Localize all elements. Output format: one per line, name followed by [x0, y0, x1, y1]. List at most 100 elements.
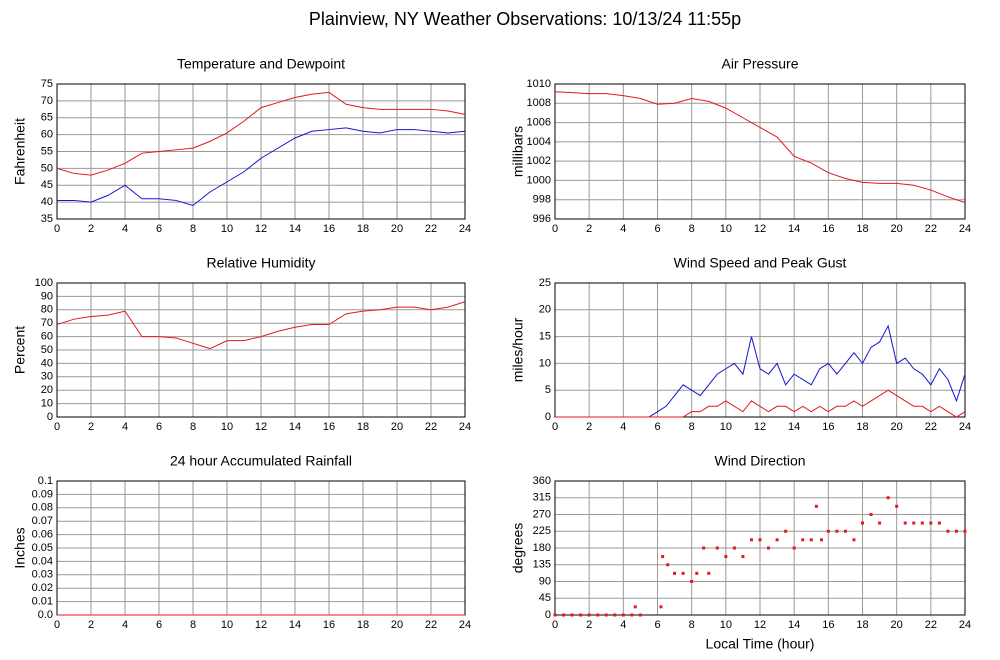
y-tick-label: 1004	[527, 136, 551, 148]
chart-title: Air Pressure	[721, 56, 798, 72]
y-axis-label: millibars	[510, 126, 526, 177]
x-tick-label: 20	[391, 619, 403, 631]
x-tick-label: 2	[586, 619, 592, 631]
y-tick-label: 0	[47, 411, 53, 423]
y-tick-label: 1008	[527, 97, 551, 109]
x-tick-label: 22	[925, 223, 937, 235]
data-point	[792, 546, 796, 550]
data-point	[596, 613, 600, 617]
y-tick-label: 0.08	[32, 502, 53, 514]
y-tick-label: 360	[533, 475, 551, 487]
x-tick-label: 0	[552, 421, 558, 433]
y-tick-label: 65	[41, 112, 53, 124]
x-tick-label: 12	[255, 223, 267, 235]
x-tick-label: 2	[88, 223, 94, 235]
x-tick-label: 0	[54, 223, 60, 235]
y-tick-label: 0	[545, 609, 551, 621]
y-tick-label: 40	[41, 357, 53, 369]
chart-title: 24 hour Accumulated Rainfall	[170, 453, 352, 469]
x-tick-label: 16	[323, 421, 335, 433]
y-tick-label: 45	[539, 592, 551, 604]
data-point	[695, 571, 699, 575]
y-tick-label: 0.02	[32, 582, 53, 594]
x-tick-label: 24	[959, 223, 971, 235]
x-tick-label: 0	[552, 619, 558, 631]
data-point	[579, 613, 583, 617]
data-point	[570, 613, 574, 617]
data-point	[929, 521, 933, 525]
x-tick-label: 18	[357, 619, 369, 631]
x-tick-label: 10	[221, 619, 233, 631]
chart-title: Wind Direction	[714, 453, 805, 469]
x-tick-label: 6	[654, 619, 660, 631]
x-tick-label: 8	[190, 223, 196, 235]
x-axis-label: Local Time (hour)	[706, 636, 815, 652]
y-axis-label: miles/hour	[510, 317, 526, 382]
data-point	[613, 613, 617, 617]
x-tick-label: 16	[822, 421, 834, 433]
data-point	[861, 521, 864, 525]
data-point	[775, 538, 779, 542]
data-point	[666, 563, 670, 567]
y-tick-label: 270	[533, 508, 551, 520]
y-tick-label: 10	[41, 398, 53, 410]
data-point	[633, 605, 637, 609]
x-tick-label: 4	[620, 619, 626, 631]
x-tick-label: 24	[459, 421, 471, 433]
data-point	[673, 571, 677, 575]
x-tick-label: 4	[122, 421, 128, 433]
y-tick-label: 55	[41, 145, 53, 157]
y-tick-label: 0.05	[32, 542, 53, 554]
x-tick-label: 10	[221, 421, 233, 433]
data-point	[946, 529, 950, 533]
y-tick-label: 20	[41, 384, 53, 396]
x-tick-label: 20	[891, 421, 903, 433]
y-tick-label: 0.09	[32, 488, 53, 500]
x-tick-label: 16	[822, 223, 834, 235]
y-tick-label: 0	[545, 411, 551, 423]
x-tick-label: 12	[754, 619, 766, 631]
x-tick-label: 22	[925, 421, 937, 433]
y-tick-label: 15	[539, 331, 551, 343]
y-tick-label: 225	[533, 525, 551, 537]
x-tick-label: 0	[552, 223, 558, 235]
x-tick-label: 22	[425, 619, 437, 631]
y-tick-label: 70	[41, 95, 53, 107]
data-point	[954, 529, 958, 533]
x-tick-label: 4	[122, 223, 128, 235]
x-tick-label: 20	[391, 223, 403, 235]
x-tick-label: 10	[221, 223, 233, 235]
y-tick-label: 0.07	[32, 515, 53, 527]
data-point	[814, 504, 818, 508]
page-title: Plainview, NY Weather Observations: 10/1…	[309, 9, 741, 29]
x-tick-label: 18	[856, 223, 868, 235]
x-tick-label: 14	[289, 421, 301, 433]
y-tick-label: 0.03	[32, 569, 53, 581]
data-point	[937, 521, 941, 525]
y-tick-label: 0.06	[32, 529, 53, 541]
y-tick-label: 25	[539, 277, 551, 289]
x-tick-label: 20	[891, 619, 903, 631]
x-tick-label: 2	[586, 421, 592, 433]
data-point	[690, 580, 694, 583]
x-tick-label: 8	[689, 223, 695, 235]
x-tick-label: 22	[425, 421, 437, 433]
data-point	[820, 538, 823, 542]
x-tick-label: 18	[357, 223, 369, 235]
y-tick-label: 996	[533, 213, 551, 225]
y-axis-label: Percent	[12, 326, 28, 374]
y-tick-label: 60	[41, 331, 53, 343]
data-point	[715, 546, 719, 550]
x-tick-label: 6	[654, 421, 660, 433]
y-axis-label: Inches	[12, 527, 28, 568]
x-tick-label: 4	[122, 619, 128, 631]
data-point	[895, 504, 899, 508]
chart-title: Wind Speed and Peak Gust	[674, 255, 847, 271]
x-tick-label: 8	[689, 421, 695, 433]
x-tick-label: 18	[357, 421, 369, 433]
x-tick-label: 12	[255, 421, 267, 433]
x-tick-label: 20	[391, 421, 403, 433]
y-tick-label: 70	[41, 317, 53, 329]
y-tick-label: 0.1	[38, 475, 53, 487]
x-tick-label: 12	[754, 223, 766, 235]
